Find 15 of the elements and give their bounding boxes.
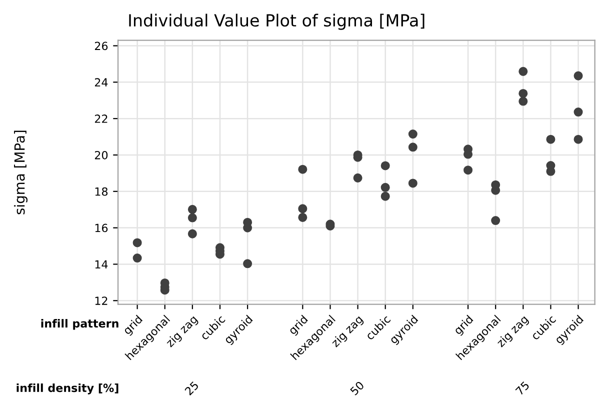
y-tick-label: 24 xyxy=(94,78,108,86)
text: 75 xyxy=(515,381,530,396)
text: infill pattern xyxy=(41,319,118,330)
text: infill density [%] xyxy=(16,383,118,394)
y-tick-label: 18 xyxy=(95,187,108,196)
y-tick-label: 26 xyxy=(94,42,108,50)
text: 25 xyxy=(184,380,200,396)
y-tick-label: 22 xyxy=(94,114,108,123)
y-tick-label: 12 xyxy=(95,296,108,305)
y-tick-label: 16 xyxy=(95,224,108,232)
y-axis-title: sigma [MPa] xyxy=(14,130,28,214)
y-tick-label: 20 xyxy=(94,150,108,160)
text: 50 xyxy=(350,380,365,396)
chart-title: Individual Value Plot of sigma [MPa] xyxy=(129,14,424,30)
y-tick-label: 14 xyxy=(95,260,108,268)
